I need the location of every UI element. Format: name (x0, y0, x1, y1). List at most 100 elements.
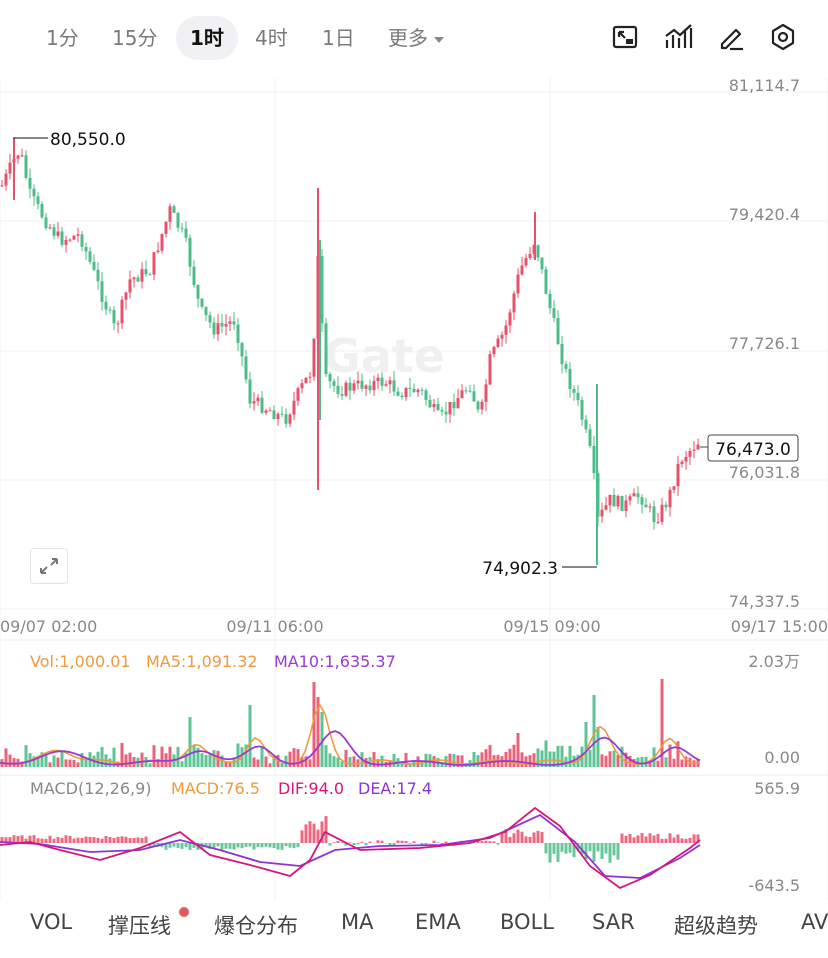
candle-body (308, 376, 312, 378)
macd-histogram-bar (480, 840, 484, 843)
candle-body (544, 269, 548, 294)
volume-bar (272, 755, 276, 767)
volume-bar (400, 761, 404, 767)
candle-body (364, 385, 368, 389)
macd-histogram-bar (256, 843, 260, 847)
vol-label: Vol:1,000.01 (30, 652, 131, 671)
tab-ma[interactable]: MA (341, 910, 374, 934)
volume-bar (140, 752, 144, 767)
candle-body (116, 323, 120, 325)
volume-bar (408, 763, 412, 767)
macd-histogram-bar (548, 843, 552, 863)
tab-supertrend[interactable]: 超级趋势 (674, 914, 758, 938)
volume-bar (336, 757, 340, 767)
tab-sar[interactable]: SAR (592, 910, 635, 934)
candle-body (660, 504, 664, 522)
volume-bar (76, 762, 80, 767)
candle-body (604, 505, 608, 510)
tab-av[interactable]: AV (801, 910, 828, 934)
macd-histogram-bar (500, 832, 504, 843)
macd-params-label: MACD(12,26,9) (30, 779, 152, 798)
candle-body (656, 521, 660, 523)
tab-4h[interactable]: 4时 (255, 26, 288, 50)
volume-bar (404, 752, 408, 767)
volume-bar (48, 762, 52, 767)
candle-body (60, 231, 64, 245)
macd-histogram-bar (368, 841, 372, 843)
volume-bar (152, 745, 156, 767)
settings-icon[interactable] (768, 22, 798, 52)
macd-histogram-bar (608, 843, 612, 863)
macd-histogram-bar (244, 843, 248, 847)
volume-bar (420, 761, 424, 767)
tab-more[interactable]: 更多 (374, 16, 458, 60)
volume-bar (168, 746, 172, 767)
macd-histogram-bar (240, 843, 244, 849)
candle-body (296, 388, 300, 401)
volume-bar (188, 717, 192, 767)
indicator-icon[interactable] (664, 22, 694, 52)
candle-body (124, 292, 128, 300)
volume-bar (376, 759, 380, 767)
candle-body (304, 377, 308, 384)
tab-liquidation[interactable]: 爆仓分布 (214, 914, 298, 938)
candle-body (560, 343, 564, 365)
macd-histogram-bar (388, 843, 392, 846)
macd-histogram-bar (124, 836, 128, 843)
draw-icon[interactable] (716, 22, 746, 52)
macd-histogram-bar (332, 842, 336, 843)
macd-histogram-bar (552, 843, 556, 854)
candle-body (664, 504, 668, 508)
volume-bar (108, 758, 112, 767)
candle-body (264, 410, 268, 413)
tab-boll[interactable]: BOLL (500, 910, 554, 934)
candle-body (436, 404, 440, 411)
volume-bar (520, 752, 524, 767)
volume-bar (20, 761, 24, 767)
candle-body (244, 356, 248, 380)
macd-histogram-bar (32, 835, 36, 843)
tab-15m[interactable]: 15分 (112, 26, 158, 50)
macd-histogram-bar (404, 841, 408, 843)
volume-bar (596, 727, 600, 767)
fullscreen-icon[interactable] (610, 22, 640, 52)
candle-body (620, 495, 624, 511)
candle-body (212, 322, 216, 335)
macd-histogram-bar (188, 843, 192, 850)
macd-histogram-bar (104, 835, 108, 843)
price-tick-label: 74,337.5 (729, 592, 800, 611)
tab-vol[interactable]: VOL (30, 910, 73, 934)
candle-body (216, 323, 220, 335)
candle-body (636, 493, 640, 498)
macd-histogram-bar (344, 843, 348, 846)
candle-body (624, 500, 628, 511)
macd-histogram-bar (620, 833, 624, 843)
time-tick-label: 09/07 02:00 (0, 617, 97, 636)
macd-histogram-bar (324, 816, 328, 843)
macd-histogram-bar (564, 843, 568, 854)
macd-histogram-bar (516, 829, 520, 843)
candle-body (460, 390, 464, 398)
tab-support-resistance[interactable]: 撑压线 (108, 914, 171, 938)
tab-1m[interactable]: 1分 (46, 26, 79, 50)
expand-chart-button[interactable] (30, 548, 68, 584)
tab-1h[interactable]: 1时 (176, 16, 238, 60)
candle-body (412, 388, 416, 393)
volume-bar (664, 757, 668, 767)
macd-histogram-bar (536, 830, 540, 843)
macd-histogram-bar (576, 843, 580, 852)
tab-1d[interactable]: 1日 (322, 26, 355, 50)
candlestick-chart[interactable]: Gate 81,114.7 79,420.4 77,726.1 76,031.8 74,… (0, 0, 828, 900)
volume-bar (620, 746, 624, 767)
volume-bar (528, 755, 532, 767)
macd-histogram-bar (52, 838, 56, 843)
candle-body (300, 383, 304, 389)
volume-bar (512, 744, 516, 767)
macd-histogram-bar (444, 841, 448, 843)
tab-ema[interactable]: EMA (415, 910, 461, 934)
candle-body (312, 338, 316, 377)
candle-body (384, 384, 388, 386)
macd-histogram-bar (296, 843, 300, 847)
macd-histogram-bar (36, 838, 40, 843)
candle-body (360, 380, 364, 389)
